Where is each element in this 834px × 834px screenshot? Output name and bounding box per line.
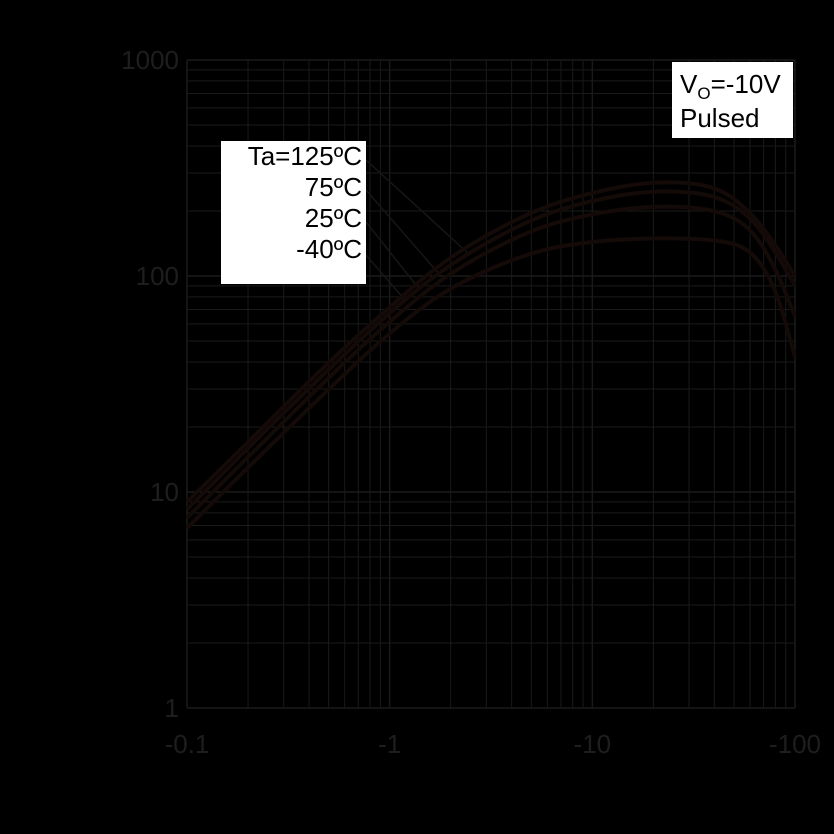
series-line-0: [185, 180, 797, 504]
condition-annotation: VO=-10V Pulsed: [672, 62, 793, 138]
legend-leader-line: [365, 189, 441, 276]
x-tick-label: -1: [378, 729, 401, 759]
y-tick-label: 1: [165, 693, 179, 723]
condition-pulsed: Pulsed: [680, 103, 760, 133]
legend-entry-25: 25ºC: [304, 203, 362, 233]
legend-entry-125: Ta=125ºC: [247, 141, 362, 171]
x-tick-label: -100: [769, 729, 821, 759]
x-tick-label: -0.1: [165, 729, 210, 759]
y-tick-label: 1000: [121, 45, 179, 75]
series-line-3: [185, 236, 797, 530]
legend-entry-minus40: -40ºC: [296, 234, 362, 264]
x-tick-label: -10: [574, 729, 612, 759]
y-tick-label: 100: [136, 261, 179, 291]
series-line-2: [185, 204, 797, 520]
series-line-1: [185, 189, 797, 511]
legend-leader-line: [365, 221, 421, 291]
legend-leader-line: [365, 159, 471, 256]
legend-leader-line: [365, 254, 406, 301]
condition-vo: VO=-10V: [680, 69, 781, 103]
legend-entry-75: 75ºC: [304, 172, 362, 202]
legend: Ta=125ºC 75ºC 25ºC -40ºC: [221, 141, 366, 284]
y-tick-label: 10: [150, 477, 179, 507]
